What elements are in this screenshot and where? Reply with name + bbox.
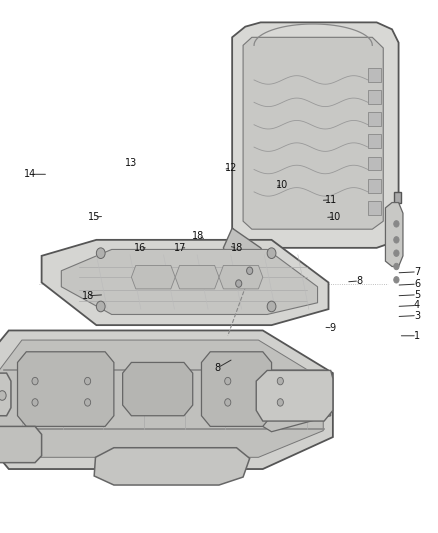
Polygon shape: [0, 340, 323, 457]
Text: 12: 12: [225, 163, 237, 173]
Text: 18: 18: [231, 243, 244, 253]
Text: 4: 4: [414, 301, 420, 310]
Circle shape: [267, 301, 276, 312]
Text: 13: 13: [125, 158, 138, 167]
Text: 18: 18: [192, 231, 205, 240]
Polygon shape: [368, 179, 381, 192]
Text: 8: 8: [215, 363, 221, 373]
Circle shape: [225, 377, 231, 385]
Circle shape: [96, 301, 105, 312]
Text: 18: 18: [81, 291, 94, 301]
Circle shape: [85, 399, 91, 406]
Polygon shape: [0, 426, 42, 463]
Polygon shape: [123, 362, 193, 416]
Polygon shape: [385, 203, 403, 266]
Polygon shape: [368, 201, 381, 215]
Text: 10: 10: [276, 180, 289, 190]
Text: 17: 17: [174, 243, 187, 253]
Text: 3: 3: [414, 311, 420, 320]
Polygon shape: [368, 90, 381, 104]
Circle shape: [247, 267, 253, 274]
Polygon shape: [219, 265, 263, 289]
Polygon shape: [368, 68, 381, 82]
Polygon shape: [0, 330, 333, 469]
Polygon shape: [175, 265, 219, 289]
Circle shape: [394, 250, 399, 256]
Circle shape: [85, 377, 91, 385]
Text: 9: 9: [330, 323, 336, 333]
Circle shape: [277, 377, 283, 385]
Text: 14: 14: [24, 169, 36, 179]
Polygon shape: [243, 37, 383, 229]
Text: 1: 1: [414, 331, 420, 341]
Circle shape: [236, 280, 242, 287]
Circle shape: [394, 263, 399, 270]
Polygon shape: [223, 228, 269, 272]
Circle shape: [277, 399, 283, 406]
Text: 5: 5: [414, 290, 420, 300]
Circle shape: [394, 237, 399, 243]
Polygon shape: [18, 352, 114, 426]
Circle shape: [225, 399, 231, 406]
Polygon shape: [254, 373, 331, 432]
Text: 11: 11: [325, 195, 337, 205]
Polygon shape: [0, 373, 11, 416]
Circle shape: [394, 277, 399, 283]
Polygon shape: [394, 192, 401, 203]
Polygon shape: [368, 112, 381, 126]
Polygon shape: [368, 134, 381, 148]
Circle shape: [32, 377, 38, 385]
Polygon shape: [256, 370, 333, 421]
Circle shape: [32, 399, 38, 406]
Circle shape: [96, 248, 105, 259]
Circle shape: [0, 391, 6, 400]
Polygon shape: [61, 249, 318, 314]
Text: 10: 10: [329, 212, 341, 222]
Text: 6: 6: [414, 279, 420, 289]
Text: 15: 15: [88, 212, 100, 222]
Text: 7: 7: [414, 267, 420, 277]
Polygon shape: [131, 265, 175, 289]
Circle shape: [394, 221, 399, 227]
Polygon shape: [232, 22, 399, 248]
Polygon shape: [368, 157, 381, 171]
Polygon shape: [94, 448, 250, 485]
Text: 8: 8: [356, 276, 362, 286]
Polygon shape: [42, 240, 328, 325]
Text: 16: 16: [134, 243, 146, 253]
Polygon shape: [201, 352, 272, 426]
Circle shape: [267, 248, 276, 259]
